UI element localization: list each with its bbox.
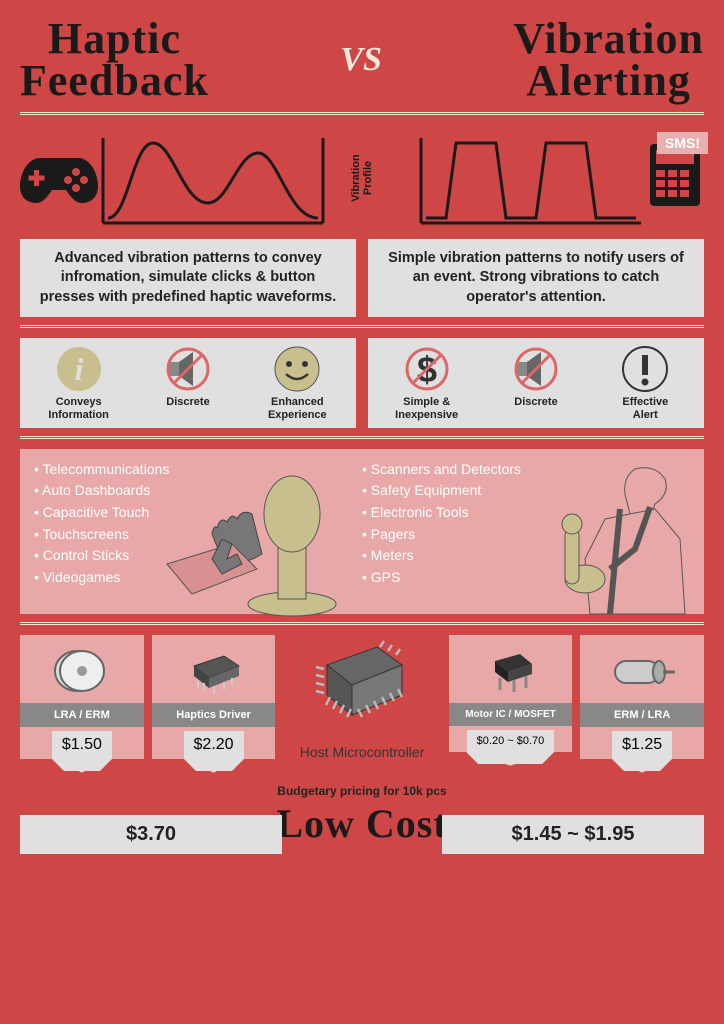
- alert-waveform-icon: [416, 128, 646, 228]
- profile-left: [20, 123, 362, 233]
- cost-price: $2.20: [184, 731, 244, 759]
- feat-alert: EffectiveAlert: [591, 346, 700, 421]
- gamepad-icon: [20, 148, 98, 208]
- cost-mosfet: Motor IC / MOSFET $0.20 ~ $0.70: [449, 635, 573, 752]
- apps-left: TelecommunicationsAuto DashboardsCapacit…: [34, 459, 362, 604]
- desc-right: Simple vibration patterns to notify user…: [368, 239, 704, 318]
- cost-price: $0.20 ~ $0.70: [467, 730, 555, 752]
- title-right: Vibration Alerting: [513, 18, 704, 102]
- cost-price: $1.50: [52, 731, 112, 759]
- apps-right: Scanners and DetectorsSafety EquipmentEl…: [362, 459, 690, 604]
- cost-lra-erm: LRA / ERM $1.50: [20, 635, 144, 759]
- cost-name: LRA / ERM: [20, 703, 144, 727]
- speaker-mute-icon: [513, 346, 559, 392]
- apps-row: TelecommunicationsAuto DashboardsCapacit…: [20, 449, 704, 614]
- divider: [20, 325, 704, 328]
- cost-name: ERM / LRA: [580, 703, 704, 727]
- divider: [20, 112, 704, 115]
- svg-text:i: i: [74, 351, 83, 387]
- info-icon: i: [56, 346, 102, 392]
- cost-price: $1.25: [612, 731, 672, 759]
- speaker-mute-icon: [165, 346, 211, 392]
- title-right-l2: Alerting: [513, 60, 704, 102]
- mcu-label: Host Microcontroller: [289, 744, 434, 760]
- profile-right: SMS!: [362, 123, 704, 233]
- title-left-l1: Haptic: [20, 18, 209, 60]
- smile-icon: [274, 346, 320, 392]
- profile-row: VibrationProfile SMS!: [20, 123, 704, 233]
- cost-haptics-driver: Haptics Driver $2.20: [152, 635, 276, 759]
- touchscreen-icon: [162, 539, 262, 609]
- title-left: Haptic Feedback: [20, 18, 209, 102]
- feat-cheap: $ Simple &Inexpensive: [372, 346, 481, 421]
- divider: [20, 436, 704, 439]
- person-detector-icon: [535, 459, 695, 619]
- cost-name: Haptics Driver: [152, 703, 276, 727]
- total-right: $1.45 ~ $1.95: [442, 815, 704, 854]
- cost-row: LRA / ERM $1.50 Haptics Driver $2.20 Hos…: [20, 635, 704, 760]
- title-left-l2: Feedback: [20, 60, 209, 102]
- total-left: $3.70: [20, 815, 282, 854]
- features-left: i ConveysInformation Discrete EnhancedEx…: [20, 338, 356, 427]
- desc-left: Advanced vibration patterns to convey in…: [20, 239, 356, 318]
- desc-row: Advanced vibration patterns to convey in…: [20, 239, 704, 318]
- motor-icon: [52, 646, 112, 696]
- feat-smile: EnhancedExperience: [243, 346, 352, 421]
- budget-note: Budgetary pricing for 10k pcs: [20, 784, 704, 798]
- exclaim-icon: [622, 346, 668, 392]
- no-dollar-icon: $: [404, 346, 450, 392]
- chip-small-icon: [184, 646, 244, 696]
- feat-discrete: Discrete: [133, 346, 242, 421]
- cost-mcu: Host Microcontroller: [283, 635, 440, 760]
- haptic-waveform-icon: [98, 128, 328, 228]
- feat-discrete-r: Discrete: [481, 346, 590, 421]
- cost-name: Motor IC / MOSFET: [449, 703, 573, 726]
- features-row: i ConveysInformation Discrete EnhancedEx…: [20, 338, 704, 427]
- totals-row: $3.70 $1.45 ~ $1.95: [20, 815, 704, 854]
- mcu-icon: [302, 635, 422, 735]
- feat-info: i ConveysInformation: [24, 346, 133, 421]
- cylinder-motor-icon: [607, 651, 677, 691]
- vs-label: VS: [340, 41, 382, 79]
- mosfet-icon: [480, 646, 540, 696]
- sms-badge: SMS!: [657, 132, 708, 154]
- divider: [20, 622, 704, 625]
- cost-erm-lra: ERM / LRA $1.25: [580, 635, 704, 759]
- features-right: $ Simple &Inexpensive Discrete Effective…: [368, 338, 704, 427]
- header: Haptic Feedback VS Vibration Alerting: [20, 18, 704, 102]
- title-right-l1: Vibration: [513, 18, 704, 60]
